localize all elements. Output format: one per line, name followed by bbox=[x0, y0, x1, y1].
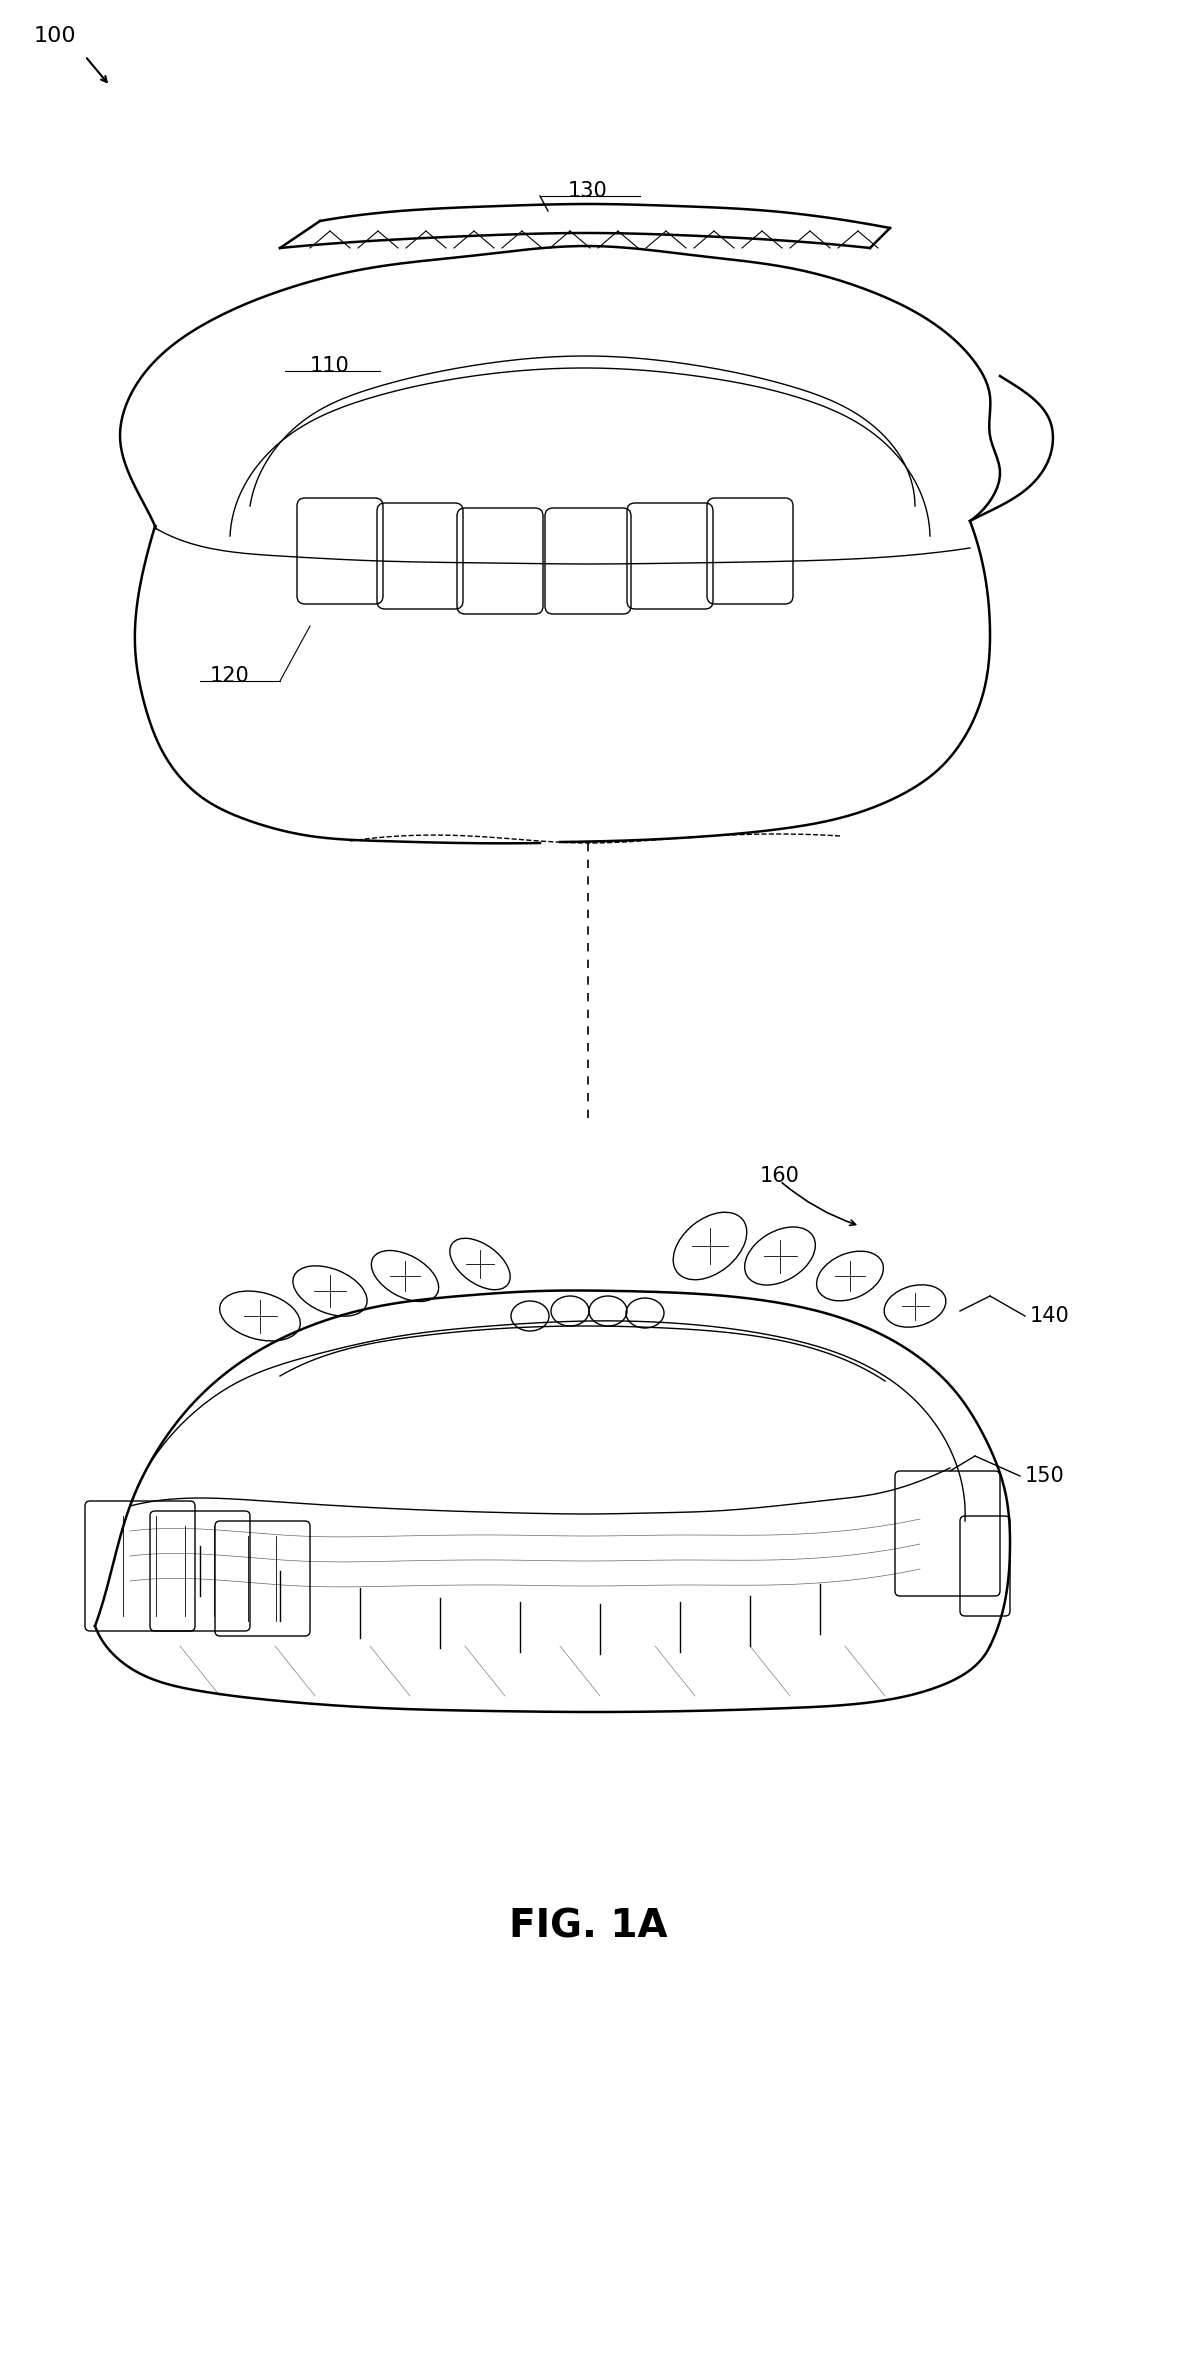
Text: 140: 140 bbox=[1030, 1307, 1070, 1326]
Text: FIG. 1A: FIG. 1A bbox=[508, 1908, 667, 1946]
Text: 160: 160 bbox=[760, 1167, 800, 1186]
Text: 100: 100 bbox=[34, 26, 77, 45]
Text: 120: 120 bbox=[211, 665, 250, 687]
Text: 110: 110 bbox=[310, 356, 350, 375]
Text: 150: 150 bbox=[1025, 1466, 1065, 1485]
Text: 130: 130 bbox=[568, 181, 607, 202]
